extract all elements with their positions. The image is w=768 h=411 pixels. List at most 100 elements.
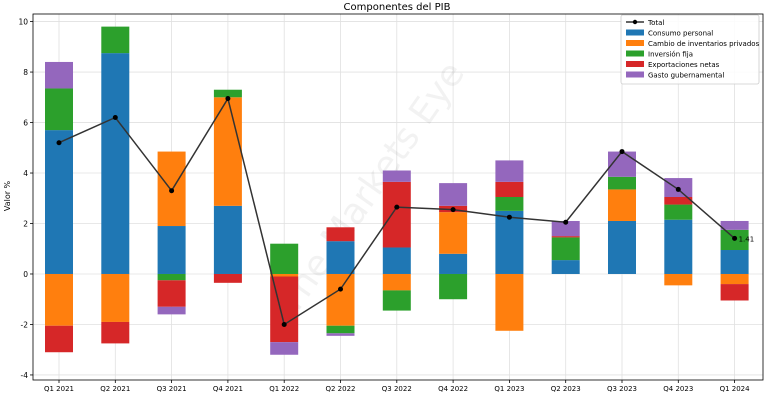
bar-segment-s4-c8: [495, 160, 524, 182]
y-axis-label: Valor %: [3, 180, 12, 211]
total-point-8: [506, 214, 512, 220]
axes: -4 -2 0 2 4 6 8 10 Q1 2021 Q2 2021 Q3 2021 Q4 2021 Q…: [18, 13, 764, 393]
bar-segment-s3-c3: [213, 273, 242, 283]
total-point-5: [338, 286, 343, 292]
bar-segment-s2-c4: [270, 243, 299, 274]
bar-segment-s2-c0: [45, 88, 73, 131]
total-point-6: [394, 204, 400, 210]
bar-segment-s1-c11: [664, 273, 693, 286]
bar-segment-s4-c6: [382, 170, 411, 182]
legend-label-1: Consumo personal: [648, 30, 713, 38]
bar-segment-s0-c0: [45, 130, 73, 274]
x-tick-label: Q3 2022: [382, 385, 412, 393]
bar-segment-s3-c2: [157, 280, 186, 307]
bar-segment-s0-c8: [495, 210, 524, 274]
bar-segment-s3-c0: [45, 325, 73, 353]
x-tick-label: Q4 2023: [663, 385, 693, 393]
legend-swatch-3: [626, 50, 644, 57]
legend-swatch-4: [626, 61, 644, 67]
legend-label-0: Total: [647, 19, 664, 27]
bar-segment-s1-c8: [495, 273, 524, 331]
bar-segment-s4-c0: [45, 61, 73, 89]
legend-label-5: Gasto gubernamental: [648, 72, 724, 80]
bar-segment-s3-c12: [720, 284, 749, 301]
bar-segment-s4-c12: [720, 220, 749, 230]
y-tick-label: 4: [23, 169, 28, 178]
bar-segment-s4-c2: [157, 306, 186, 315]
bar-segment-s0-c12: [720, 250, 749, 274]
bar-segment-s1-c1: [101, 273, 130, 322]
y-tick-label: 8: [23, 68, 28, 77]
y-tick-label: 2: [23, 220, 28, 229]
bar-segment-s0-c5: [326, 241, 355, 274]
total-point-4: [281, 321, 287, 327]
annotation-label-0: 1.41: [739, 235, 755, 243]
bar-segment-s2-c10: [608, 176, 636, 190]
bar-segment-s0-c6: [382, 247, 411, 274]
bar-segment-s2-c7: [439, 273, 468, 300]
bar-segment-s2-c9: [551, 237, 580, 261]
total-line: 1.41: [56, 96, 755, 327]
x-tick-label: Q3 2023: [607, 385, 637, 393]
bar-segment-s0-c9: [551, 260, 580, 274]
total-point-9: [563, 219, 569, 225]
legend-swatch-5: [626, 71, 644, 78]
bar-segment-s0-c7: [439, 253, 468, 274]
bar-segment-s3-c9: [551, 236, 580, 238]
y-tick-label: 10: [18, 18, 28, 27]
bar-segment-s0-c11: [664, 219, 693, 274]
legend-swatch-1: [626, 29, 644, 36]
bar-segment-s4-c7: [439, 183, 468, 206]
y-tick-label: -2: [21, 320, 29, 329]
y-tick-label: 0: [23, 270, 28, 279]
bar-segment-s0-c2: [157, 226, 186, 274]
legend-label-2: Cambio de inventarios privados: [648, 40, 760, 48]
bar-segment-s2-c3: [213, 89, 242, 98]
chart-legend: Total Consumo personal Cambio de inventari…: [620, 14, 760, 85]
legend-label-4: Exportaciones netas: [648, 61, 720, 69]
plot-frame: [32, 13, 764, 381]
bar-segment-s1-c3: [213, 97, 242, 206]
bar-segment-s1-c0: [45, 273, 73, 326]
bar-segment-s2-c11: [664, 204, 693, 220]
legend-box: [620, 14, 760, 85]
chart-title: Componentes del PIB: [344, 2, 451, 13]
total-point-2: [169, 188, 175, 194]
total-point-7: [450, 207, 456, 213]
bar-segment-s1-c12: [720, 273, 749, 285]
bar-segment-s3-c5: [326, 227, 355, 242]
bar-segment-s1-c7: [439, 212, 468, 254]
bar-segment-s0-c3: [213, 205, 242, 274]
legend-label-3: Inversión fija: [648, 51, 693, 59]
bar-segment-s3-c11: [664, 197, 693, 205]
total-point-12: [732, 235, 738, 241]
bar-segment-s0-c1: [101, 53, 130, 274]
x-tick-label: Q4 2021: [213, 385, 243, 393]
bar-segment-s2-c5: [326, 325, 355, 334]
bar-segment-s2-c6: [382, 290, 411, 311]
bar-segment-s2-c1: [101, 26, 130, 54]
bar-segment-s2-c8: [495, 197, 524, 211]
bar-segment-s0-c10: [608, 220, 636, 274]
bar-segment-s3-c1: [101, 321, 130, 344]
x-tick-label: Q1 2021: [44, 385, 74, 393]
y-tick-label: -4: [21, 371, 29, 380]
bar-segment-s2-c2: [157, 273, 186, 281]
legend-marker-total: [632, 19, 638, 25]
bar-segment-s1-c6: [382, 273, 411, 291]
x-tick-label: Q3 2021: [157, 385, 187, 393]
total-point-0: [56, 140, 62, 146]
bar-segment-s1-c4: [270, 273, 299, 277]
x-tick-label: Q1 2023: [494, 385, 524, 393]
x-tick-label: Q1 2022: [269, 385, 299, 393]
x-tick-label: Q1 2024: [720, 385, 751, 393]
x-tick-label: Q4 2022: [438, 385, 468, 393]
y-tick-label: 6: [23, 119, 28, 128]
bar-segment-s4-c9: [551, 220, 580, 237]
x-tick-label: Q2 2021: [100, 385, 130, 393]
legend-swatch-2: [626, 40, 644, 46]
bar-segment-s3-c6: [382, 181, 411, 248]
total-point-11: [675, 186, 681, 192]
